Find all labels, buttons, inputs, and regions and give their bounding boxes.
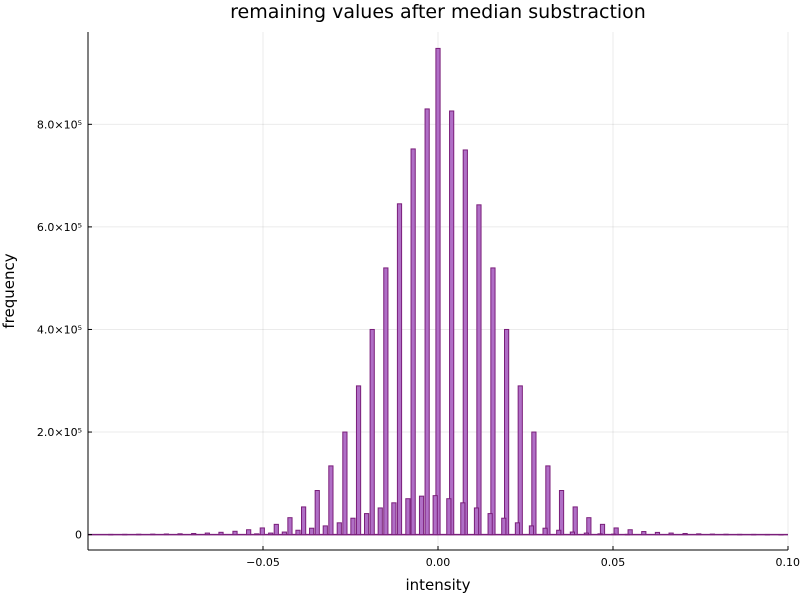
histogram-bar (309, 527, 315, 536)
histogram-bar (295, 529, 301, 536)
histogram-bar (528, 525, 535, 536)
histogram-bar (301, 506, 307, 536)
histogram-bar (383, 267, 389, 536)
histogram-bar (569, 531, 575, 536)
histogram-bar (377, 507, 383, 536)
histogram-bar (350, 517, 356, 536)
y-tick-label: 0 (75, 529, 82, 542)
histogram-bar (322, 525, 328, 536)
histogram-bar (369, 328, 375, 536)
histogram-bar (597, 533, 603, 536)
histogram-bar (108, 533, 114, 536)
histogram-bar (432, 495, 438, 536)
histogram-bar (396, 203, 403, 536)
histogram-bar (476, 204, 482, 536)
histogram-bar (654, 531, 661, 536)
histogram-bar (191, 532, 197, 536)
histogram-bar (709, 533, 715, 536)
histogram-bar (405, 498, 411, 536)
histogram-bar (232, 530, 238, 536)
histogram-bar (764, 533, 770, 536)
histogram-bar (583, 532, 589, 536)
histogram-bar (462, 149, 468, 536)
histogram-bar (504, 328, 510, 536)
x-tick-label: −0.05 (246, 556, 280, 569)
x-tick-layer: −0.05 0.00 0.05 0.10 (246, 546, 800, 569)
histogram-bar (514, 522, 521, 536)
y-tick-layer: 0 2.0×10⁵ 4.0×10⁵ 6.0×10⁵ 8.0×10⁵ (37, 118, 92, 542)
histogram-bar (342, 431, 348, 536)
x-tick-label: 0.05 (601, 556, 626, 569)
y-tick-label: 2.0×10⁵ (37, 426, 82, 439)
histogram-bar (136, 533, 142, 536)
histogram-bar (204, 532, 210, 536)
chart-title: remaining values after median substracti… (230, 1, 646, 23)
histogram-bar (460, 502, 466, 536)
histogram-bar (778, 534, 784, 536)
histogram-bar (355, 385, 362, 536)
histogram-bar (122, 533, 128, 536)
histogram-bar (418, 495, 425, 536)
histogram-bar (517, 385, 523, 536)
histogram-bar (737, 533, 743, 536)
histogram-bar (446, 498, 452, 536)
histogram-bar (287, 517, 293, 536)
histogram-bar (545, 465, 551, 536)
histogram-bar (435, 47, 441, 536)
histogram-bar (487, 513, 493, 536)
histogram-bar (641, 531, 647, 536)
histogram-bar (490, 267, 496, 536)
histogram-bar (281, 531, 287, 536)
y-tick-label: 6.0×10⁵ (37, 221, 82, 234)
histogram-bar (364, 513, 370, 536)
histogram-bar (668, 532, 674, 536)
histogram-bar (682, 532, 688, 536)
histogram-bar (259, 527, 265, 536)
histogram-bar (696, 533, 702, 536)
histogram-bar (150, 533, 156, 536)
y-tick-label: 4.0×10⁵ (37, 323, 82, 336)
histogram-bar (751, 533, 757, 536)
histogram-bar (624, 533, 630, 536)
histogram-bar (424, 108, 430, 536)
histogram-bar (723, 533, 729, 536)
histogram-bar (586, 517, 592, 536)
histogram-bar (501, 517, 507, 536)
histogram-bar (163, 533, 170, 536)
histogram-bar (558, 490, 565, 536)
histogram-bar (268, 532, 274, 536)
histogram-bar (273, 523, 279, 536)
histogram-bar (246, 529, 252, 536)
histogram-bar (336, 522, 342, 536)
bar-layer (88, 47, 788, 536)
y-axis-label: frequency (0, 253, 18, 328)
histogram-bar (531, 431, 537, 536)
histogram-bar (328, 465, 334, 536)
histogram-bar (599, 523, 606, 536)
x-tick-label: 0.00 (426, 556, 451, 569)
histogram-bar (410, 148, 416, 536)
histogram-bar (449, 110, 455, 536)
x-axis-label: intensity (405, 576, 470, 594)
histogram-bar (542, 527, 548, 536)
histogram-bar (627, 529, 633, 536)
histogram-bar (391, 502, 397, 536)
y-tick-label: 8.0×10⁵ (37, 118, 82, 131)
histogram-bar (611, 533, 617, 536)
histogram-bar (556, 529, 562, 536)
histogram-bar (473, 507, 480, 536)
histogram-bar (314, 490, 320, 536)
histogram-bar (613, 527, 619, 536)
histogram-bar (572, 506, 578, 536)
histogram-bar (177, 533, 183, 536)
x-tick-label: 0.10 (776, 556, 800, 569)
histogram-bar (254, 533, 260, 536)
histogram-bar (218, 531, 224, 536)
